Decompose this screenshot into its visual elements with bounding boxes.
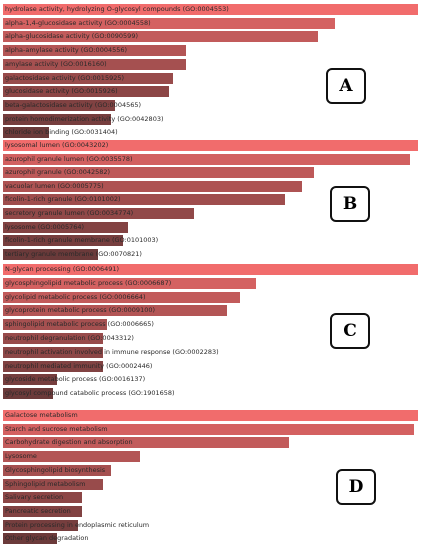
panel-b-bar-label-9: tertiary granule membrane (GO:0070821) (5, 249, 142, 258)
panel-b-bar-label-3: azurophil granule (GO:0042582) (5, 168, 111, 177)
panel-a-bar-5 (3, 58, 186, 70)
panel-a-bar-label-8: beta-galactosidase activity (GO:0004565) (5, 100, 142, 109)
panel-d-bar-label-3: Carbohydrate digestion and absorption (5, 438, 133, 447)
panel-c-bar-8 (3, 360, 103, 372)
panel-b-bar-label-7: lysosome (GO:0005764) (5, 222, 85, 231)
panel-d-bar-label-2: Starch and sucrose metabolism (5, 424, 108, 433)
panel-c-bar-5 (3, 319, 107, 331)
panel-b-bar-label-8: ficolin-1-rich granule membrane (GO:0101… (5, 236, 159, 245)
panel-a-bar-9 (3, 113, 111, 125)
panel-b-bar-7 (3, 221, 128, 233)
panel-b-bar-2 (3, 153, 410, 165)
panel-c-bar-label-9: glycoside metabolic process (GO:0016137) (5, 375, 146, 384)
panel-d-bar-label-7: Salivary secretion (5, 493, 64, 502)
panel-c-bar-10 (3, 388, 53, 400)
panel-b-bar-9 (3, 248, 99, 260)
panel-b-bar-label-6: secretory granule lumen (GO:0034774) (5, 209, 134, 217)
panel-a-bar-label-2: alpha-1,4-glucosidase activity (GO:00045… (5, 18, 151, 27)
panel-d-bar-label-6: Sphingolipid metabolism (5, 479, 86, 488)
panel-d-bar-label-10: Other glycan degradation (5, 534, 89, 543)
panel-c-bar-6 (3, 333, 103, 344)
panel-b-bar-4 (3, 180, 302, 192)
panel-c-bar-label-3: glycolipid metabolic process (GO:0006664… (5, 292, 146, 301)
panel-d-bar-6 (3, 478, 103, 490)
panel-d-bar-9 (3, 519, 78, 531)
panel-c-bar-7 (3, 346, 103, 358)
panel-a-bar-label-7: glucosidase activity (GO:0015926) (5, 87, 118, 96)
panel-b-label-box: B (330, 186, 370, 222)
panel-c-bar-label-7: neutrophil activation involved in immune… (5, 347, 219, 356)
panel-c-bar-label-6: neutrophil degranulation (GO:0043312) (5, 334, 134, 342)
panel-b-bar-label-2: azurophil granule lumen (GO:0035578) (5, 154, 133, 163)
panel-a-bar-2 (3, 17, 335, 29)
panel-d-bar-4 (3, 451, 140, 463)
panel-a-bar-7 (3, 86, 169, 98)
panel-b-bar-3 (3, 167, 315, 179)
panel-a-bar-8 (3, 99, 116, 111)
panel-c-bar-label-4: glycoprotein metabolic process (GO:00091… (5, 306, 156, 315)
panel-a-bar-label-6: galactosidase activity (GO:0015925) (5, 73, 125, 82)
panel-a-bar-label-5: amylase activity (GO:0016160) (5, 59, 107, 68)
panel-b-bar-8 (3, 235, 124, 247)
panel-d-bar-3 (3, 437, 290, 449)
panel-d-label-box: D (336, 469, 376, 505)
panel-d-bar-label-9: Protein processing in endoplasmic reticu… (5, 520, 150, 529)
panel-d-bar-7 (3, 492, 82, 504)
panel-c-bar-3 (3, 291, 240, 303)
panel-d-bar-label-4: Lysosome (5, 452, 37, 461)
panel-d-bar-label-5: Glycosphingolipid biosynthesis (5, 465, 106, 474)
panel-c-bar-1 (3, 264, 418, 275)
panel-a-bar-label-1: hydrolase activity, hydrolyzing O-glycos… (5, 5, 229, 13)
panel-d-bar-5 (3, 464, 111, 476)
panel-a-bar-6 (3, 72, 174, 84)
panel-a-bar-label-3: alpha-glucosidase activity (GO:0090599) (5, 32, 138, 41)
panel-d-bar-2 (3, 423, 414, 435)
panel-b-bar-6 (3, 208, 194, 219)
panel-c-bar-label-8: neutrophil mediated immunity (GO:0002446… (5, 361, 153, 370)
panel-b-bar-1 (3, 140, 418, 151)
panel-d-bar-1 (3, 410, 418, 421)
panel-a-bar-label-10: chloride ion binding (GO:0031404) (5, 128, 118, 137)
panel-a-bar-10 (3, 127, 49, 139)
panel-c-bar-label-10: glycosyl compound catabolic process (GO:… (5, 389, 175, 398)
panel-c-bar-4 (3, 305, 228, 317)
panel-c-bar-label-2: glycosphingolipid metabolic process (GO:… (5, 278, 172, 287)
panel-d-bar-label-8: Pancreatic secretion (5, 506, 71, 515)
panel-a-bar-label-4: alpha-amylase activity (GO:0004556) (5, 46, 128, 55)
panel-a-bar-1 (3, 4, 418, 15)
panel-c-bar-2 (3, 277, 257, 289)
panel-c-label-box: C (330, 313, 370, 349)
panel-c-bar-label-5: sphingolipid metabolic process (GO:00066… (5, 320, 154, 329)
panel-c-bar-9 (3, 374, 57, 386)
panel-b-bar-label-1: lysosomal lumen (GO:0043202) (5, 141, 109, 149)
panel-b-bar-label-5: ficolin-1-rich granule (GO:0101002) (5, 195, 121, 204)
panel-a-bar-label-9: protein homodimerization activity (GO:00… (5, 114, 164, 123)
panel-b-bar-5 (3, 194, 286, 206)
panel-b-bar-label-4: vacuolar lumen (GO:0005775) (5, 181, 104, 190)
panel-a-label-box: A (326, 68, 366, 104)
panel-a-bar-3 (3, 31, 319, 43)
panel-d-bar-10 (3, 533, 57, 545)
panel-d-bar-label-1: Galactose metabolism (5, 411, 78, 419)
panel-d-bar-8 (3, 505, 82, 517)
panel-a-bar-4 (3, 45, 186, 57)
panel-c-bar-label-1: N-glycan processing (GO:0006491) (5, 265, 120, 273)
